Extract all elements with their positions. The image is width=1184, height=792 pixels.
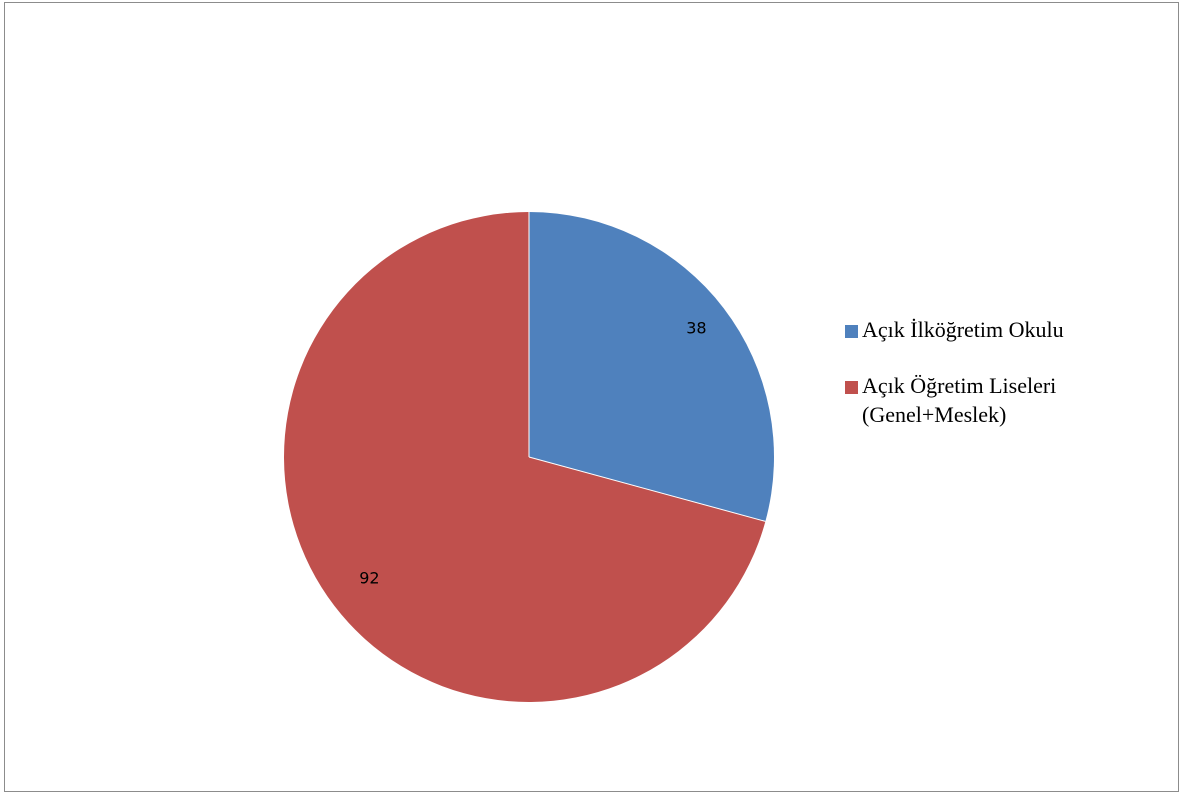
legend-item-acik-ogretim-liseleri: Açık Öğretim Liseleri (Genel+Meslek) bbox=[845, 371, 1175, 429]
pie-slice-1 bbox=[283, 212, 766, 702]
pie-chart: 38 92 bbox=[283, 212, 774, 702]
legend-label: Açık İlköğretim Okulu bbox=[862, 317, 1064, 342]
legend-swatch-blue bbox=[845, 325, 858, 338]
legend-swatch-red bbox=[845, 381, 858, 394]
chart-area: 38 92 Açık İlköğretim Okulu Açık Öğretim … bbox=[4, 2, 1179, 792]
legend-label: Açık Öğretim Liseleri (Genel+Meslek) bbox=[862, 373, 1057, 427]
legend-item-acik-ilkogretim-okulu: Açık İlköğretim Okulu bbox=[845, 315, 1175, 344]
data-label-1: 92 bbox=[359, 568, 379, 587]
legend: Açık İlköğretim Okulu Açık Öğretim Lisel… bbox=[845, 315, 1175, 456]
data-label-0: 38 bbox=[686, 319, 706, 338]
pie-slice-0 bbox=[529, 212, 774, 522]
slice-separator bbox=[528, 456, 766, 522]
